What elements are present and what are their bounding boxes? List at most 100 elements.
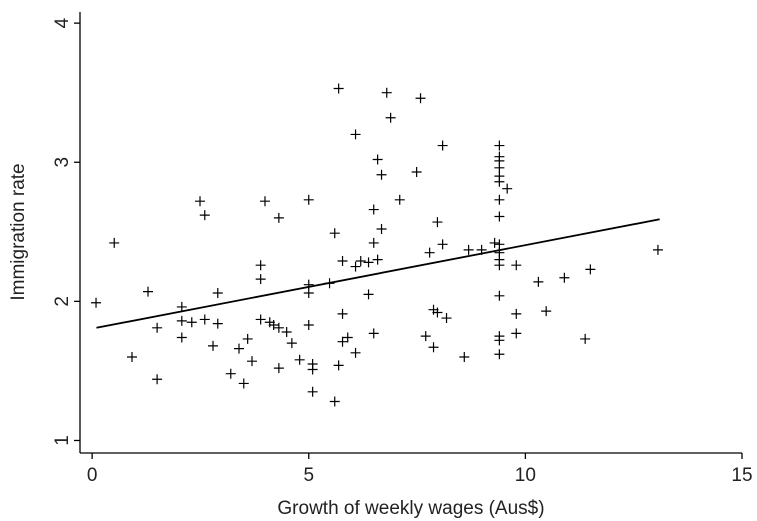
point (259, 196, 270, 207)
point (494, 290, 505, 301)
point (212, 318, 223, 329)
point (337, 308, 348, 319)
point (152, 374, 163, 385)
point (489, 237, 500, 248)
x-axis-label: Growth of weekly wages (Aus$) (277, 498, 544, 519)
point (303, 288, 314, 299)
point (255, 260, 266, 271)
y-tick-label: 1 (52, 435, 73, 446)
point (199, 210, 210, 221)
point (350, 347, 361, 358)
point (441, 313, 452, 324)
point (432, 217, 443, 228)
point (255, 314, 266, 325)
point (273, 212, 284, 223)
point (494, 349, 505, 360)
point (494, 335, 505, 346)
point (411, 166, 422, 177)
point (176, 315, 187, 326)
point (199, 314, 210, 325)
x-tick-label: 15 (731, 465, 752, 486)
point (337, 336, 348, 347)
x-tick-label: 5 (303, 465, 314, 486)
point (376, 169, 387, 180)
point (376, 224, 387, 235)
point (195, 196, 206, 207)
fit-line (96, 218, 660, 329)
point (494, 239, 505, 250)
point (363, 289, 374, 300)
point (494, 176, 505, 187)
point (242, 333, 253, 344)
point (494, 194, 505, 205)
point (273, 322, 284, 333)
point (234, 343, 245, 354)
x-tick-label: 0 (87, 465, 98, 486)
point (541, 306, 552, 317)
x-tick-label: 10 (515, 465, 536, 486)
point (225, 368, 236, 379)
point (109, 237, 120, 248)
point (559, 272, 570, 283)
point (428, 342, 439, 353)
point (415, 93, 426, 104)
point (329, 228, 340, 239)
point (238, 378, 249, 389)
point (350, 129, 361, 140)
point (281, 326, 292, 337)
point (212, 288, 223, 299)
point (152, 322, 163, 333)
point (494, 140, 505, 151)
point (342, 332, 353, 343)
point (333, 360, 344, 371)
point (372, 154, 383, 165)
y-tick-label: 2 (52, 296, 73, 307)
point (268, 320, 279, 331)
point (307, 386, 318, 397)
point (355, 256, 366, 267)
point (494, 211, 505, 222)
point (372, 254, 383, 265)
point (432, 307, 443, 318)
point (368, 328, 379, 339)
point (511, 308, 522, 319)
point (255, 274, 266, 285)
point (303, 320, 314, 331)
point (437, 140, 448, 151)
point (329, 396, 340, 407)
point (381, 87, 392, 98)
point (585, 264, 596, 275)
point (186, 317, 197, 328)
point (176, 332, 187, 343)
point (176, 301, 187, 312)
point (580, 333, 591, 344)
point (208, 340, 219, 351)
point (368, 204, 379, 215)
point (459, 352, 470, 363)
y-tick-label: 4 (52, 17, 73, 28)
point (420, 331, 431, 342)
point (385, 112, 396, 123)
point (333, 83, 344, 94)
point (511, 328, 522, 339)
point (350, 261, 361, 272)
point (437, 239, 448, 250)
point (286, 338, 297, 349)
point (303, 279, 314, 290)
point (494, 162, 505, 173)
point (303, 194, 314, 205)
point (368, 237, 379, 248)
point (463, 244, 474, 255)
point (424, 247, 435, 258)
point (363, 257, 374, 268)
point (294, 354, 305, 365)
point (307, 364, 318, 375)
point (91, 297, 102, 308)
y-axis-label: Immigration rate (8, 163, 29, 300)
point (511, 260, 522, 271)
point (394, 194, 405, 205)
point (246, 356, 257, 367)
point (273, 363, 284, 374)
